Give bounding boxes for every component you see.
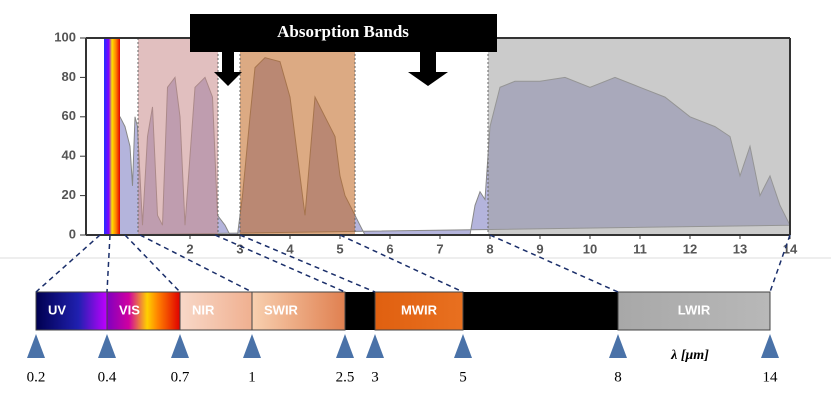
x-tick-label: 10	[583, 241, 597, 256]
segment-label: NIR	[192, 302, 215, 317]
segment-label: UV	[48, 302, 66, 317]
band	[488, 38, 790, 235]
y-tick-label: 60	[62, 108, 76, 123]
band	[138, 38, 218, 235]
y-tick-label: 80	[62, 69, 76, 84]
x-tick-label: 6	[386, 241, 393, 256]
marker-label: 2.5	[336, 369, 355, 385]
connector	[489, 234, 619, 293]
connector	[106, 234, 111, 293]
segment-label: LWIR	[678, 302, 711, 317]
x-tick-label: 13	[733, 241, 747, 256]
x-tick-label: 7	[436, 241, 443, 256]
band	[240, 38, 355, 235]
segment-label: VIS	[119, 302, 140, 317]
marker	[761, 334, 779, 358]
x-tick-label: 9	[536, 241, 543, 256]
connector	[769, 234, 791, 293]
marker-label: 0.2	[27, 369, 46, 385]
unit-label: λ [μm]	[670, 348, 709, 363]
marker-label: 8	[614, 369, 622, 385]
marker	[366, 334, 384, 358]
visible-stripe	[104, 38, 120, 235]
marker-label: 0.4	[98, 369, 117, 385]
plot: 0 20 40 60 80 100 2 3 4 5 6 7 8 9 10 11 12 13 14	[54, 29, 798, 256]
y-tick-label: 40	[62, 148, 76, 163]
spectrum-segment	[374, 291, 464, 331]
connector	[139, 234, 253, 293]
title-box	[190, 14, 497, 52]
arrow	[214, 52, 242, 86]
arrow	[408, 52, 448, 86]
marker	[609, 334, 627, 358]
x-tick-label: 12	[683, 241, 697, 256]
marker-label: 14	[763, 369, 779, 385]
marker	[27, 334, 45, 358]
marker-label: 5	[459, 369, 467, 385]
connector	[124, 234, 181, 293]
x-tick-label: 2	[186, 241, 193, 256]
x-tick-label: 8	[486, 241, 493, 256]
marker	[171, 334, 189, 358]
marker-label: 3	[371, 369, 379, 385]
y-tick-label: 0	[69, 226, 76, 241]
connector	[339, 234, 464, 293]
x-tick-label: 4	[286, 241, 294, 256]
spectrum-segment	[106, 291, 181, 331]
spectrum-segment	[251, 291, 346, 331]
spectrum-segment	[617, 291, 771, 331]
marker	[98, 334, 116, 358]
marker-label: 1	[248, 369, 256, 385]
marker	[243, 334, 261, 358]
marker	[336, 334, 354, 358]
y-tick-label: 20	[62, 187, 76, 202]
x-tick-label: 14	[783, 241, 798, 256]
x-tick-label: 11	[633, 241, 647, 256]
spectrum-bar: UV VIS NIR SWIR MWIR LWIR	[35, 291, 771, 331]
connector	[239, 234, 376, 293]
x-tick-label: 3	[236, 241, 243, 256]
y-tick-label: 100	[54, 29, 76, 44]
marker	[454, 334, 472, 358]
x-tick-label: 5	[336, 241, 343, 256]
spectrum-segment	[179, 291, 253, 331]
connector	[35, 234, 101, 293]
spectrum-segment	[35, 291, 108, 331]
segment-label: MWIR	[401, 302, 438, 317]
title: Absorption Bands	[277, 22, 409, 41]
marker-label: 0.7	[171, 369, 190, 385]
connector	[214, 234, 346, 293]
segment-label: SWIR	[264, 302, 299, 317]
